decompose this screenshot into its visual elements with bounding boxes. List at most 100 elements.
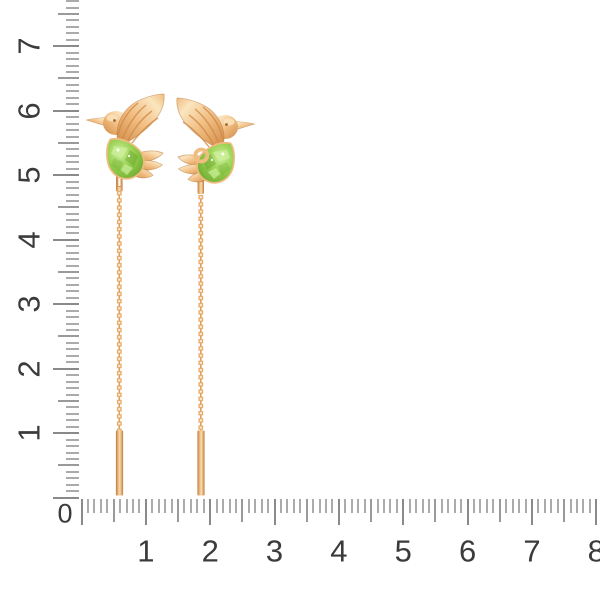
ruler-tick: [144, 498, 147, 525]
ruler-tick: [131, 498, 134, 513]
ruler-tick: [65, 483, 79, 486]
ruler-tick: [65, 38, 79, 41]
ruler-tick: [318, 498, 321, 513]
ruler-tick: [228, 498, 231, 513]
ruler-tick: [427, 498, 430, 513]
ruler-tick: [65, 451, 79, 454]
ruler-tick: [65, 71, 79, 73]
ruler-tick: [524, 498, 527, 513]
ruler-tick: [421, 498, 424, 513]
ruler-tick: [65, 445, 79, 448]
ruler-tick: [241, 498, 244, 522]
ruler-tick: [65, 32, 79, 35]
ruler-tick: [58, 77, 79, 80]
ruler-tick: [65, 412, 79, 415]
ruler-tick: [312, 498, 315, 513]
ruler-tick: [389, 498, 392, 513]
ruler-tick: [395, 498, 398, 513]
ruler-tick: [299, 498, 302, 513]
ruler-tick: [286, 498, 289, 513]
earring-right: [175, 96, 257, 496]
ruler-tick: [65, 348, 79, 351]
ruler-number-5: 5: [394, 533, 412, 569]
ruler-tick: [505, 498, 508, 513]
ruler-tick: [65, 458, 79, 460]
ruler-tick: [53, 45, 79, 48]
ruler-tick: [65, 258, 79, 261]
ruler-tick: [65, 438, 79, 441]
ruler-tick: [65, 0, 79, 3]
ruler-tick: [177, 498, 180, 522]
ruler-tick: [65, 490, 79, 493]
ruler-tick: [65, 264, 79, 267]
ruler-tick: [151, 498, 154, 513]
ruler-tick: [582, 498, 585, 513]
ruler-tick: [479, 498, 482, 513]
ruler-tick: [53, 238, 79, 241]
ruler-tick: [65, 309, 79, 312]
ruler-tick: [247, 498, 250, 513]
ruler-tick: [65, 341, 79, 344]
ruler-tick: [58, 464, 79, 467]
ruler-origin-label: 0: [57, 498, 73, 529]
ruler-number-2: 2: [201, 533, 219, 569]
ruler-tick: [65, 51, 79, 54]
ruler-tick: [376, 498, 379, 513]
ruler-tick: [80, 498, 83, 525]
ruler-tick: [498, 498, 501, 522]
ruler-number-8: 8: [587, 533, 600, 569]
ruler-tick: [53, 303, 79, 306]
ruler-tick: [53, 174, 79, 177]
ruler-tick: [556, 498, 559, 513]
ruler-number-6: 6: [458, 533, 477, 569]
ruler-number-4: 4: [330, 533, 348, 569]
ruler-tick: [65, 245, 79, 248]
ruler-tick: [65, 361, 79, 364]
ruler-tick: [434, 498, 437, 522]
threader-loop-right: [193, 147, 210, 164]
ruler-tick: [292, 498, 295, 513]
ruler-tick: [415, 498, 418, 513]
ruler-tick: [65, 167, 79, 170]
hummingbird-right: [175, 96, 257, 184]
ruler-tick: [402, 498, 405, 525]
ruler-tick: [65, 219, 79, 222]
ruler-tick: [119, 498, 122, 513]
threader-slot-left: [117, 177, 122, 187]
ruler-tick: [234, 498, 237, 513]
ruler-tick: [65, 296, 79, 299]
ruler-tick: [65, 251, 79, 254]
ruler-tick: [305, 498, 308, 522]
ruler-tick: [492, 498, 495, 513]
ruler-tick: [202, 498, 205, 513]
ruler-tick: [65, 135, 79, 138]
ruler-tick: [65, 122, 79, 125]
ruler-tick: [58, 399, 79, 402]
ruler-tick: [65, 283, 79, 286]
ruler-tick: [563, 498, 566, 522]
ruler-tick: [65, 200, 79, 202]
ruler-tick: [65, 316, 79, 319]
ruler-tick: [382, 498, 385, 513]
ruler-tick: [260, 498, 263, 513]
ruler-tick: [344, 498, 347, 513]
ruler-tick: [595, 498, 598, 525]
ruler-tick: [125, 498, 128, 513]
ruler-tick: [65, 406, 79, 409]
ruler-tick: [331, 498, 334, 513]
ruler-tick: [65, 96, 79, 99]
ruler-tick: [196, 498, 199, 513]
ruler-tick: [65, 354, 79, 357]
ruler-tick: [138, 498, 141, 513]
ruler-tick: [189, 498, 192, 513]
ruler-tick: [222, 498, 225, 513]
ruler-tick: [267, 498, 270, 513]
ruler-tick: [588, 498, 591, 513]
ruler-tick: [106, 498, 109, 513]
ruler-tick: [325, 498, 328, 513]
ruler-tick: [543, 498, 546, 513]
ruler-tick: [65, 329, 79, 331]
ruler-tick: [537, 498, 540, 513]
